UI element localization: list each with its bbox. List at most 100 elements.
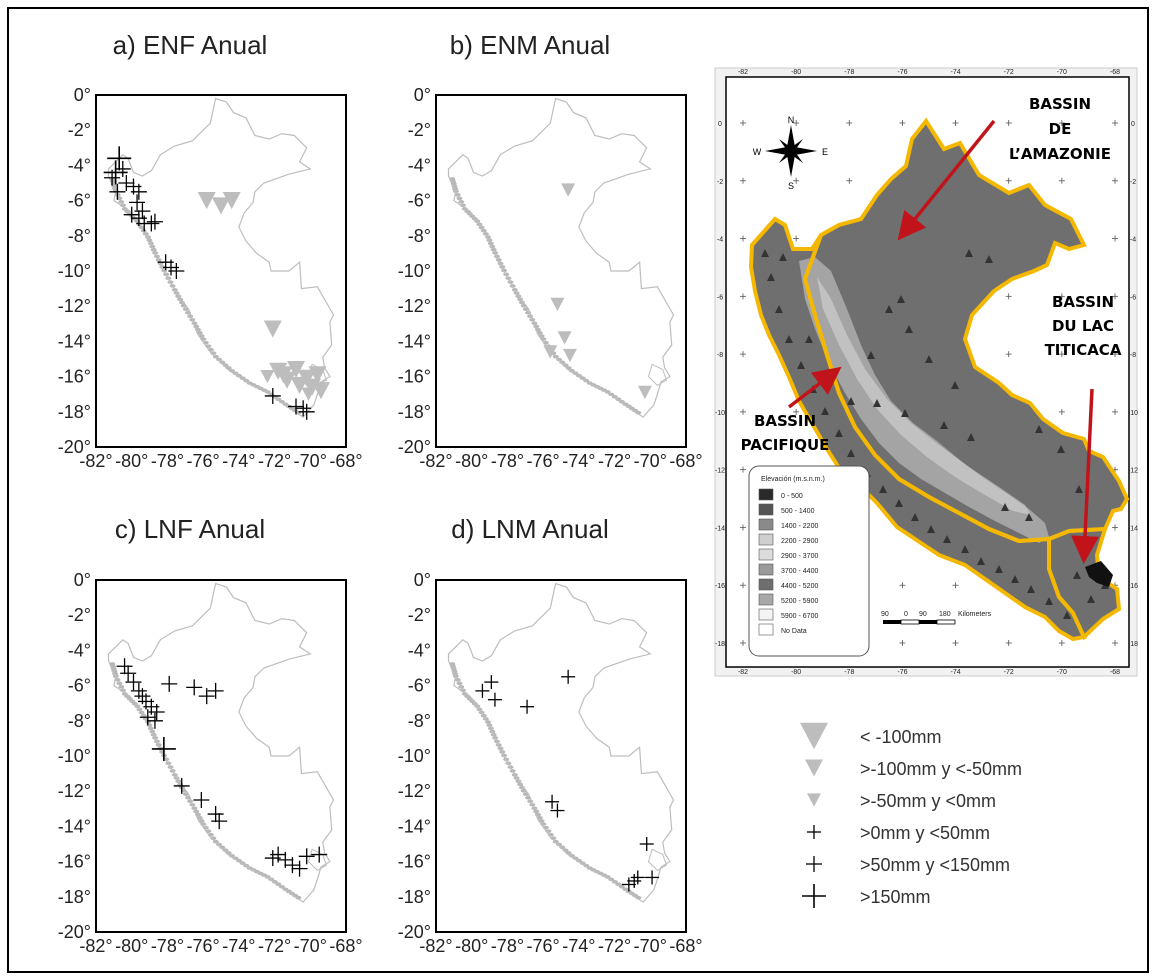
topo-y-tick: -16 xyxy=(715,583,725,590)
x-tick-label: -70° xyxy=(294,936,327,956)
topo-y-tick: -4 xyxy=(717,237,723,244)
increase-cross-marker xyxy=(627,873,642,888)
x-tick-label: -76° xyxy=(187,936,220,956)
topo-station-triangle xyxy=(1063,611,1071,619)
topo-station-triangle xyxy=(805,335,813,343)
y-tick-label: -4° xyxy=(68,155,91,175)
increase-cross-marker xyxy=(146,213,163,230)
x-tick-label: -70° xyxy=(634,451,667,471)
compass-east: E xyxy=(822,147,828,157)
legend-triangle-icon xyxy=(807,793,821,807)
grid-plus-icon xyxy=(1058,640,1065,646)
grid-plus-icon xyxy=(740,466,746,473)
grid-plus-icon xyxy=(1058,177,1065,184)
scale-label-180: 180 xyxy=(939,611,951,618)
coast-band xyxy=(579,861,586,865)
y-tick-label: -18° xyxy=(398,402,431,422)
topo-x-tick: -68 xyxy=(1110,69,1120,76)
decrease-triangle-marker xyxy=(287,361,305,379)
topo-station-triangle xyxy=(1035,425,1043,433)
y-tick-label: -12° xyxy=(58,781,91,801)
topo-station-triangle xyxy=(951,381,959,389)
coast-band xyxy=(536,815,543,820)
elevation-legend-label: 5900 - 6700 xyxy=(781,613,818,620)
topo-station-triangle xyxy=(901,409,909,417)
scale-label-0: 0 xyxy=(904,611,908,618)
increase-cross-marker xyxy=(475,683,490,698)
topo-station-triangle xyxy=(867,351,875,359)
topo-station-triangle xyxy=(1011,575,1019,583)
titicaca-label-1: BASSIN xyxy=(1052,293,1114,311)
grid-plus-icon xyxy=(1112,524,1118,531)
coast-band xyxy=(536,330,543,335)
decrease-triangle-marker xyxy=(637,385,652,400)
decrease-triangle-marker xyxy=(263,320,282,338)
increase-cross-marker xyxy=(630,870,645,885)
increase-cross-marker xyxy=(148,704,165,720)
topo-station-triangle xyxy=(1001,503,1009,511)
topo-station-triangle xyxy=(821,407,829,415)
increase-cross-marker xyxy=(186,679,203,696)
topo-station-triangle xyxy=(761,249,769,257)
y-tick-label: 0° xyxy=(74,85,91,105)
coast-band xyxy=(559,845,566,850)
increase-cross-marker xyxy=(151,736,176,761)
panel-title-b: b) ENM Anual xyxy=(450,30,610,60)
y-tick-label: -18° xyxy=(58,402,91,422)
decrease-triangle-marker xyxy=(197,192,216,210)
decrease-triangle-marker xyxy=(212,197,230,215)
elevation-swatch xyxy=(758,548,774,561)
compass-rose-icon: N S W E xyxy=(753,115,828,191)
x-tick-label: -80° xyxy=(115,936,148,956)
increase-cross-marker xyxy=(118,175,135,191)
grid-plus-icon xyxy=(899,640,906,646)
coast-band xyxy=(236,858,243,863)
elevation-swatch xyxy=(758,563,774,576)
legend-cross-icon xyxy=(802,884,826,908)
coast-band xyxy=(576,373,583,378)
increase-cross-marker xyxy=(139,709,156,726)
topo-station-triangle xyxy=(1045,597,1053,605)
amazon-label-3: L’AMAZONIE xyxy=(1009,145,1111,163)
y-tick-label: -12° xyxy=(58,296,91,316)
legend-triangle-icon xyxy=(805,759,823,777)
x-tick-label: -70° xyxy=(634,936,667,956)
topo-y-tick: -8 xyxy=(1130,352,1136,359)
elevation-swatch xyxy=(758,518,774,531)
increase-cross-marker xyxy=(125,674,142,691)
increase-cross-marker xyxy=(207,682,224,699)
grid-plus-icon xyxy=(1112,408,1118,415)
amazon-label-1: BASSIN xyxy=(1029,95,1091,113)
x-tick-label: -72° xyxy=(258,451,291,471)
topographic-basin-map: -82 -80 -78 -76 -74 -72 -70 -68 -82 -80 -78 -76 -74… xyxy=(714,67,1138,677)
y-tick-label: -16° xyxy=(58,852,91,872)
topo-station-triangle xyxy=(847,449,855,457)
decrease-triangle-marker xyxy=(543,345,558,359)
x-tick-label: -80° xyxy=(455,451,488,471)
y-tick-label: -18° xyxy=(398,887,431,907)
pacific-basin-outline xyxy=(748,216,1087,642)
coast-band xyxy=(615,397,622,402)
peru-outline xyxy=(447,582,675,903)
coast-band xyxy=(458,200,465,204)
elevation-swatch xyxy=(758,593,774,606)
topo-station-triangle xyxy=(927,525,935,533)
grid-plus-icon xyxy=(1058,351,1065,358)
topo-x-tick: -74 xyxy=(951,69,961,76)
topo-x-tick: -80 xyxy=(791,669,801,676)
topo-station-triangle xyxy=(1027,585,1035,593)
y-tick-label: -8° xyxy=(68,711,91,731)
y-tick-label: -16° xyxy=(398,852,431,872)
topo-x-tick: -78 xyxy=(844,69,854,76)
elevation-swatch xyxy=(758,503,774,516)
topo-y-tick: 0 xyxy=(1131,121,1135,128)
x-tick-label: -82° xyxy=(79,936,112,956)
coast-band xyxy=(232,371,239,376)
legend-cross-icon xyxy=(807,825,821,839)
topo-station-triangle xyxy=(911,513,919,521)
topo-station-triangle xyxy=(797,361,805,369)
coast-band xyxy=(579,376,586,380)
x-tick-label: -76° xyxy=(527,451,560,471)
lake-titicaca-outline xyxy=(307,848,328,872)
coast-band xyxy=(559,360,566,365)
